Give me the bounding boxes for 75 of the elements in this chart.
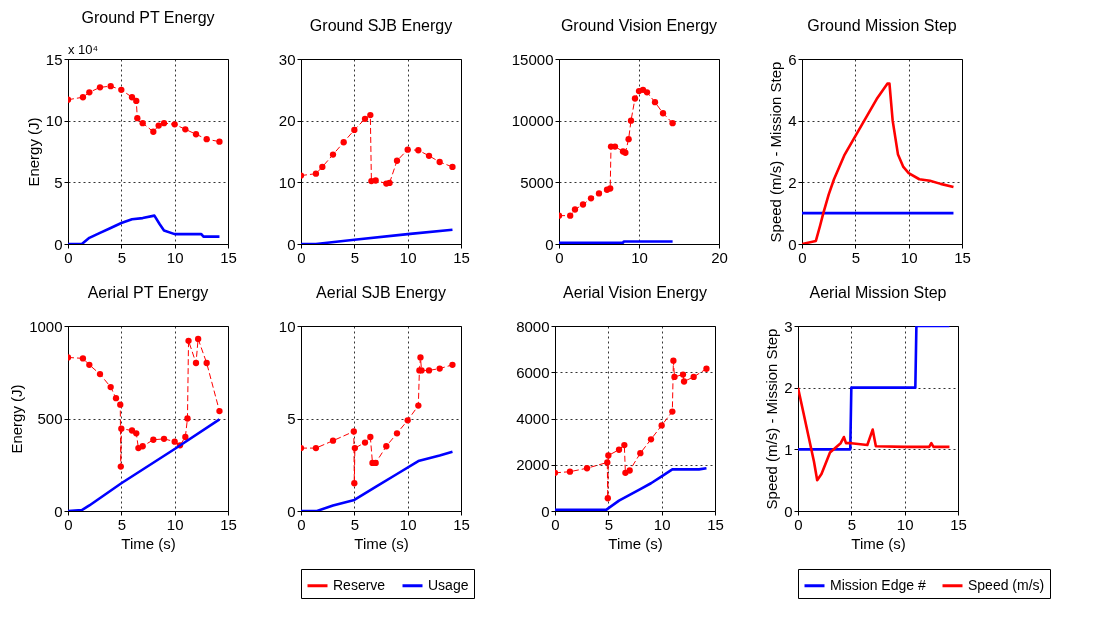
x-tick-label: 5: [847, 515, 857, 533]
x-tick-label: 10: [631, 248, 648, 266]
y-tick-label: 500: [37, 410, 63, 427]
y-tick-label: 20: [278, 112, 296, 130]
y-axis-title: Speed (m/s) - Mission Step: [767, 61, 785, 243]
chart-title: Ground PT Energy: [81, 9, 215, 26]
y-tick-label: 2: [788, 173, 797, 191]
x-axis-title: Time (s): [354, 534, 409, 552]
y-tick-label: 2000: [516, 456, 550, 474]
y-tick-label: 0: [287, 235, 296, 253]
x-tick-label: 5: [350, 248, 360, 266]
y-tick-label: 5: [54, 173, 63, 191]
y-tick-label: 5: [287, 410, 296, 427]
y-tick-label: 10: [278, 317, 296, 335]
y-tick-label: 8000: [516, 317, 550, 335]
chart-title: Ground SJB Energy: [309, 17, 453, 34]
x-tick-label: 10: [399, 248, 417, 266]
text: x 10⁴: [68, 42, 99, 57]
y-tick-label: 6000: [516, 363, 550, 381]
x-axis-title: Time (s): [121, 534, 176, 552]
x-tick-label: 10: [900, 248, 918, 266]
y-tick-label: 0: [784, 502, 793, 520]
legend-label: Mission Edge #: [830, 576, 926, 593]
y-tick-label: 0: [541, 502, 550, 520]
y-tick-label: 10000: [511, 112, 554, 130]
x-tick-label: 15: [453, 248, 470, 266]
y-tick-label: 3: [784, 317, 793, 335]
chart-title: Aerial PT Energy: [87, 284, 209, 301]
chart-title: Aerial SJB Energy: [316, 284, 446, 301]
y-tick-label: 4000: [516, 410, 550, 427]
x-tick-label: 20: [711, 248, 728, 266]
x-tick-label: 5: [117, 248, 127, 266]
y-tick-label: 30: [278, 50, 296, 68]
chart-title: Ground Vision Energy: [560, 17, 718, 34]
y-tick-label: 0: [54, 235, 63, 253]
x-axis-title: Time (s): [851, 534, 906, 552]
legend-label: Usage: [428, 576, 469, 593]
y-tick-label: 15: [45, 50, 63, 68]
x-tick-label: 5: [350, 515, 360, 533]
x-tick-label: 10: [896, 515, 914, 533]
y-tick-label: 0: [545, 235, 554, 253]
y-tick-label: 0: [788, 235, 797, 253]
chart-title: Aerial Vision Energy: [563, 284, 707, 301]
y-tick-label: 15000: [511, 50, 554, 68]
y-tick-label: 0: [287, 502, 296, 520]
x-tick-label: 15: [220, 515, 237, 533]
x-tick-label: 5: [851, 248, 861, 266]
x-tick-label: 15: [453, 515, 470, 533]
x-tick-label: 15: [954, 248, 971, 266]
y-tick-label: 2: [784, 379, 793, 397]
legend-label: Speed (m/s): [968, 576, 1045, 593]
y-tick-label: 0: [54, 502, 63, 520]
y-tick-label: 1: [784, 440, 793, 458]
y-axis-title: Speed (m/s) - Mission Step: [763, 328, 781, 510]
x-axis-title: Time (s): [608, 534, 663, 552]
x-tick-label: 10: [399, 515, 417, 533]
chart-title: Aerial Mission Step: [809, 284, 947, 301]
y-tick-label: 10: [45, 112, 63, 130]
chart-title: Ground Mission Step: [807, 17, 957, 34]
x-tick-label: 15: [707, 515, 724, 533]
x-tick-label: 10: [653, 515, 671, 533]
y-axis-title: Energy (J): [8, 384, 26, 454]
y-tick-label: 4: [788, 112, 797, 130]
y-tick-label: 1000: [29, 317, 63, 335]
y-tick-label: 6: [788, 50, 797, 68]
y-tick-label: 10: [278, 173, 296, 191]
x-tick-label: 5: [117, 515, 127, 533]
x-tick-label: 10: [166, 248, 184, 266]
x-tick-label: 15: [950, 515, 967, 533]
x-tick-label: 10: [166, 515, 184, 533]
x-tick-label: 5: [604, 515, 614, 533]
x-tick-label: 15: [220, 248, 237, 266]
legend-label: Reserve: [333, 576, 386, 593]
y-axis-title: Energy (J): [24, 117, 42, 187]
y-tick-label: 5000: [520, 173, 554, 191]
